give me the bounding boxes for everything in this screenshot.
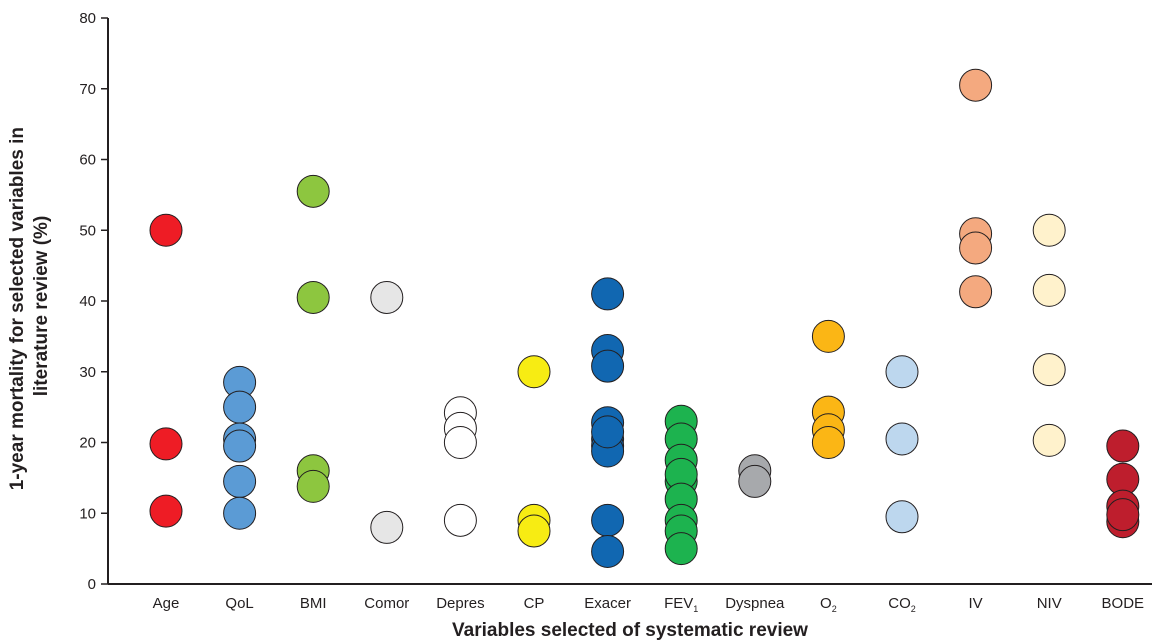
data-point	[665, 533, 697, 565]
data-point	[1107, 430, 1139, 462]
x-tick-label: O2	[820, 595, 837, 614]
data-point	[886, 501, 918, 533]
y-axis-ticks: 0 10 20 30 40 50 60 70 80	[79, 10, 108, 593]
data-point	[592, 278, 624, 310]
x-tick-label: CO2	[888, 595, 916, 614]
y-tick-label: 20	[79, 435, 96, 452]
y-tick-label: 40	[79, 293, 96, 310]
data-points	[150, 69, 1139, 567]
data-point	[224, 430, 256, 462]
data-point	[960, 232, 992, 264]
x-tick-label: FEV1	[664, 595, 698, 614]
data-point	[224, 391, 256, 423]
data-point	[1107, 499, 1139, 531]
data-point	[1033, 274, 1065, 306]
data-point	[960, 276, 992, 308]
data-point	[371, 511, 403, 543]
x-tick-label: BODE	[1102, 595, 1145, 612]
data-point	[1033, 354, 1065, 386]
data-point	[224, 465, 256, 497]
y-tick-label: 60	[79, 152, 96, 169]
y-axis-title: 1-year mortality for selected variables …	[7, 122, 52, 491]
x-tick-label: IV	[969, 595, 983, 612]
x-tick-label: BMI	[300, 595, 327, 612]
data-point	[297, 281, 329, 313]
x-tick-label: QoL	[225, 595, 253, 612]
data-point	[150, 495, 182, 527]
y-axis-title-line1: 1-year mortality for selected variables …	[7, 127, 28, 490]
y-axis-title-line2: literature review (%)	[31, 216, 52, 397]
x-tick-label: NIV	[1037, 595, 1062, 612]
data-point	[150, 428, 182, 460]
data-point	[224, 497, 256, 529]
data-point	[297, 470, 329, 502]
data-point	[592, 416, 624, 448]
data-point	[444, 504, 476, 536]
data-point	[297, 175, 329, 207]
data-point	[886, 356, 918, 388]
data-point	[444, 427, 476, 459]
x-axis-title: Variables selected of systematic review	[452, 620, 808, 641]
y-tick-label: 30	[79, 364, 96, 381]
y-tick-label: 80	[79, 10, 96, 27]
x-tick-label: Age	[153, 595, 180, 612]
x-tick-label: Comor	[364, 595, 409, 612]
x-tick-label: Dyspnea	[725, 595, 785, 612]
y-tick-label: 10	[79, 505, 96, 522]
x-tick-label: CP	[524, 595, 545, 612]
data-point	[518, 515, 550, 547]
data-point	[812, 320, 844, 352]
y-tick-label: 0	[88, 576, 96, 593]
data-point	[592, 535, 624, 567]
data-point	[592, 350, 624, 382]
x-axis-ticks: Age QoL BMI Comor Depres CP Exacer FEV1 Dyspnea O…	[153, 595, 1144, 614]
x-tick-label: Exacer	[584, 595, 631, 612]
data-point	[1033, 214, 1065, 246]
data-point	[518, 356, 550, 388]
data-point	[592, 504, 624, 536]
y-tick-label: 50	[79, 222, 96, 239]
x-tick-label: Depres	[436, 595, 484, 612]
data-point	[739, 465, 771, 497]
data-point	[812, 427, 844, 459]
data-point	[1033, 424, 1065, 456]
data-point	[960, 69, 992, 101]
data-point	[371, 281, 403, 313]
y-tick-label: 70	[79, 81, 96, 98]
data-point	[150, 214, 182, 246]
data-point	[886, 423, 918, 455]
